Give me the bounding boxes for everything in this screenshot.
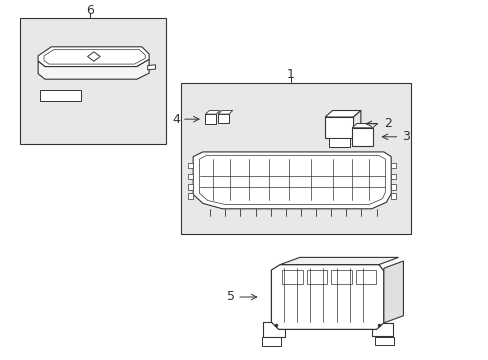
Bar	[306, 270, 326, 284]
Bar	[282, 270, 302, 284]
Bar	[325, 117, 353, 138]
Polygon shape	[325, 111, 360, 117]
Polygon shape	[38, 47, 149, 67]
Bar	[20, 18, 166, 144]
Bar	[390, 163, 395, 168]
Bar	[374, 337, 393, 345]
Text: 5: 5	[227, 291, 235, 303]
Text: 1: 1	[286, 68, 294, 81]
Bar	[330, 270, 351, 284]
Bar	[188, 193, 193, 199]
Bar	[181, 83, 410, 234]
Text: 4: 4	[172, 113, 180, 126]
Polygon shape	[38, 59, 149, 79]
Bar	[188, 163, 193, 168]
Polygon shape	[383, 261, 403, 323]
Text: 2: 2	[383, 117, 391, 130]
Polygon shape	[193, 152, 390, 209]
Bar	[328, 138, 349, 147]
Bar	[188, 184, 193, 190]
Bar	[351, 128, 372, 146]
Polygon shape	[271, 265, 383, 329]
Polygon shape	[280, 257, 398, 265]
Bar	[218, 114, 228, 123]
Polygon shape	[147, 65, 155, 70]
Bar	[355, 270, 375, 284]
Bar	[390, 193, 395, 199]
Polygon shape	[218, 111, 232, 114]
Polygon shape	[40, 90, 81, 101]
Polygon shape	[351, 123, 377, 128]
Bar	[205, 114, 216, 124]
Polygon shape	[87, 52, 100, 61]
Polygon shape	[205, 111, 220, 114]
Bar	[390, 174, 395, 179]
Text: 3: 3	[401, 130, 409, 143]
Polygon shape	[353, 111, 360, 138]
Bar	[188, 174, 193, 179]
Bar	[390, 184, 395, 190]
Text: 6: 6	[86, 4, 94, 17]
Bar	[261, 337, 281, 346]
